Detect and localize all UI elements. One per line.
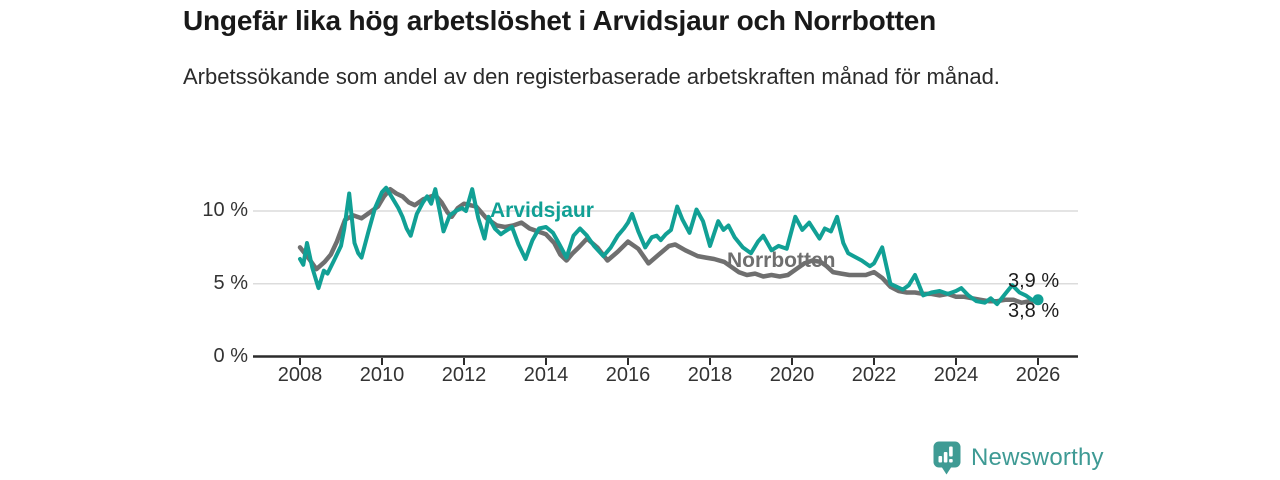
x-tick-label-2024: 2024 [933,364,979,386]
end-value-label-arvidsjaur: 3,9 % [1008,270,1060,292]
x-tick-label-2018: 2018 [687,364,733,386]
x-tick-label-2016: 2016 [605,364,651,386]
x-tick-label-2010: 2010 [359,364,405,386]
series-label-norrbotten: Norrbotten [727,249,836,272]
chart-subtitle: Arbetssökande som andel av den registerb… [183,64,1000,89]
arvidsjaur-latest-value-dot [1032,294,1044,306]
arvidsjaur-line [298,185,1040,307]
newsworthy-chart-bubble-icon [933,441,961,475]
y-tick-label-0: 0 % [213,344,248,367]
series-label-arvidsjaur: Arvidsjaur [490,199,594,222]
end-value-label-norrbotten: 3,8 % [1008,300,1060,322]
newsworthy-wordmark: Newsworthy [971,444,1104,471]
page-title: Ungefär lika hög arbetslöshet i Arvidsja… [183,5,937,36]
x-tick-label-2014: 2014 [523,364,569,386]
x-tick-label-2020: 2020 [769,364,815,386]
x-tick-label-2008: 2008 [277,364,323,386]
norrbotten-line [297,186,1039,305]
y-tick-label-10: 10 % [202,199,248,221]
x-tick-label-2022: 2022 [851,364,897,386]
x-tick-label-2026: 2026 [1015,364,1061,386]
x-tick-label-2012: 2012 [441,364,487,386]
newsworthy-logo: Newsworthy [933,441,1104,475]
y-tick-label-5: 5 % [213,271,248,294]
